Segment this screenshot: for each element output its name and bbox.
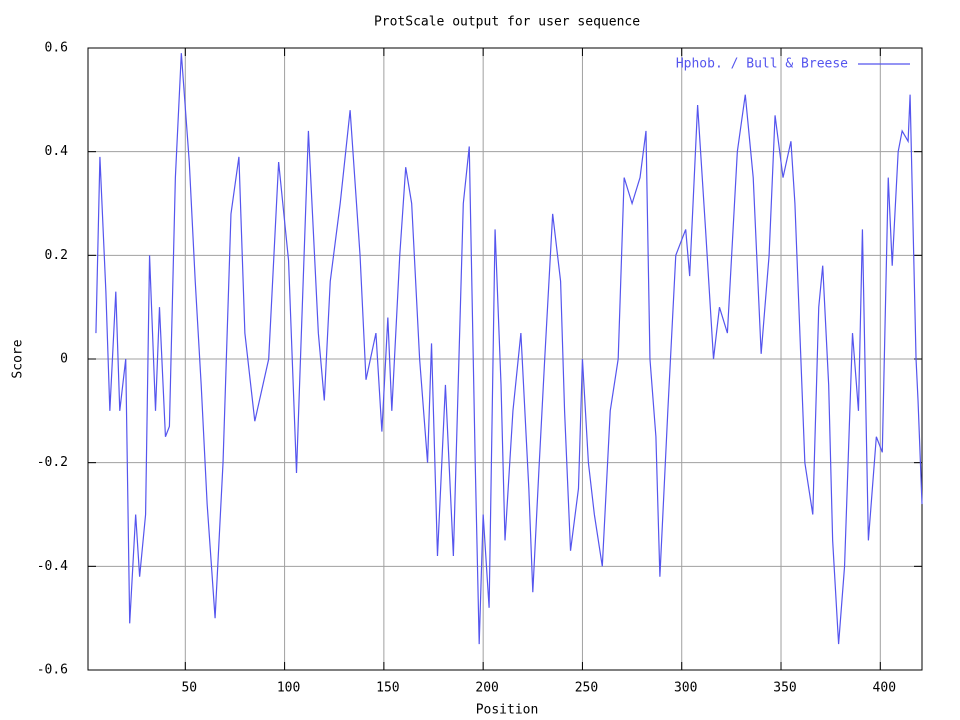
y-tick-label: 0: [60, 352, 68, 367]
legend-label: Hphob. / Bull & Breese: [676, 57, 848, 72]
x-tick-label: 100: [277, 681, 300, 696]
x-tick-label: 300: [674, 681, 697, 696]
y-tick-label: 0.4: [45, 144, 69, 159]
y-tick-label: -0.4: [37, 559, 68, 574]
y-tick-label: 0.2: [45, 248, 68, 263]
y-tick-label: -0.6: [37, 663, 68, 678]
x-tick-label: 150: [376, 681, 399, 696]
y-tick-label: 0.6: [45, 41, 68, 56]
x-tick-label: 50: [181, 681, 197, 696]
plot-frame: [87, 47, 923, 671]
x-tick-label: 200: [475, 681, 498, 696]
x-tick-label: 350: [773, 681, 796, 696]
x-tick-label: 250: [575, 681, 598, 696]
chart-title: ProtScale output for user sequence: [374, 15, 640, 30]
x-axis-label: Position: [476, 703, 539, 718]
x-tick-label: 400: [873, 681, 896, 696]
y-axis-label: Score: [11, 339, 26, 378]
data-line: [95, 53, 923, 645]
y-tick-label: -0.2: [37, 455, 68, 470]
